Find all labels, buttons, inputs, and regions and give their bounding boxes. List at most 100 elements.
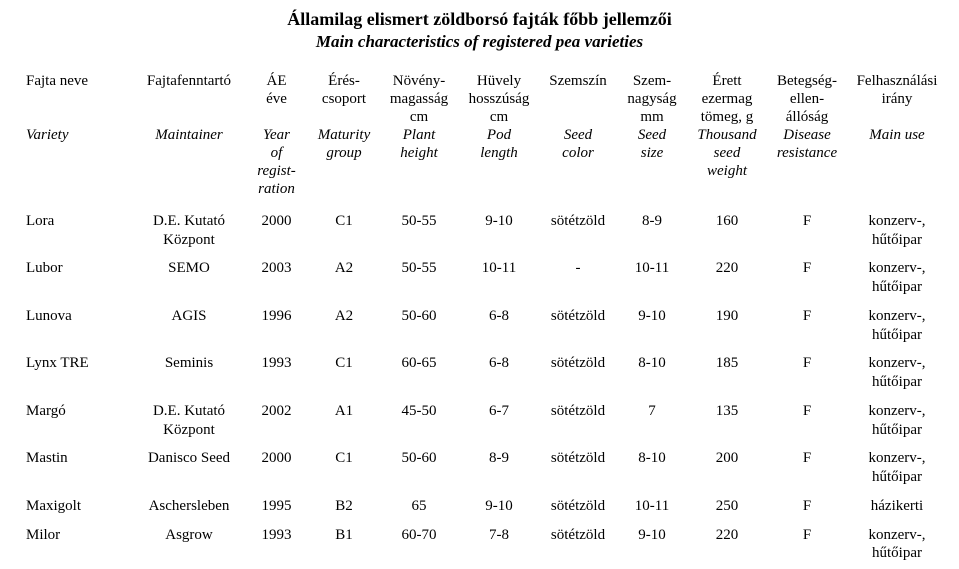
cell-use: konzerv-,hűtőipar	[847, 346, 947, 394]
cell-color: -	[539, 251, 617, 299]
table-row: MastinDanisco Seed2000C150-608-9sötétzöl…	[24, 441, 947, 489]
hdr-use-hu: Felhasználásiirány	[847, 70, 947, 126]
cell-pod: 6-8	[459, 299, 539, 347]
cell-weight: 200	[687, 441, 767, 489]
cell-weight: 185	[687, 346, 767, 394]
hdr-height-hu: Növény-magasságcm	[379, 70, 459, 126]
cell-weight: 220	[687, 518, 767, 566]
hdr-matur-hu: Érés-csoport	[309, 70, 379, 126]
hdr-pod-en: Podlength	[459, 126, 539, 204]
cell-weight: 190	[687, 299, 767, 347]
cell-height: 50-60	[379, 299, 459, 347]
cell-matur: C1	[309, 204, 379, 252]
cell-matur: C1	[309, 346, 379, 394]
cell-year: 2000	[244, 441, 309, 489]
hdr-weight-en: Thousandseedweight	[687, 126, 767, 204]
cell-name: Mastin	[24, 441, 134, 489]
table-row: LunovaAGIS1996A250-606-8sötétzöld9-10190…	[24, 299, 947, 347]
cell-res: F	[767, 518, 847, 566]
cell-height: 60-65	[379, 346, 459, 394]
hdr-weight-hu: Érettezermagtömeg, g	[687, 70, 767, 126]
cell-size: 10-11	[617, 489, 687, 518]
cell-name: Milor	[24, 518, 134, 566]
cell-height: 60-70	[379, 518, 459, 566]
cell-use: házikerti	[847, 489, 947, 518]
hdr-year-hu: ÁEéve	[244, 70, 309, 126]
cell-pod: 6-7	[459, 394, 539, 442]
cell-color: sötétzöld	[539, 346, 617, 394]
table-row: MaxigoltAschersleben1995B2659-10sötétzöl…	[24, 489, 947, 518]
cell-use: konzerv-,hűtőipar	[847, 251, 947, 299]
table-row: Lynx TRESeminis1993C160-656-8sötétzöld8-…	[24, 346, 947, 394]
hdr-year-en: Yearofregist-ration	[244, 126, 309, 204]
cell-maint: Seminis	[134, 346, 244, 394]
cell-res: F	[767, 489, 847, 518]
cell-name: Lynx TRE	[24, 346, 134, 394]
cell-weight: 220	[687, 251, 767, 299]
table-row: LuborSEMO2003A250-5510-11-10-11220Fkonze…	[24, 251, 947, 299]
cell-matur: C1	[309, 441, 379, 489]
cell-year: 2002	[244, 394, 309, 442]
table-header: Fajta neve Fajtafenntartó ÁEéve Érés-cso…	[24, 70, 947, 204]
cell-matur: A1	[309, 394, 379, 442]
cell-res: F	[767, 251, 847, 299]
hdr-use-en: Main use	[847, 126, 947, 204]
cell-size: 8-10	[617, 441, 687, 489]
cell-size: 9-10	[617, 299, 687, 347]
cell-matur: B2	[309, 489, 379, 518]
cell-height: 50-55	[379, 204, 459, 252]
cell-size: 8-10	[617, 346, 687, 394]
cell-color: sötétzöld	[539, 441, 617, 489]
cell-maint: Aschersleben	[134, 489, 244, 518]
hdr-res-en: Diseaseresistance	[767, 126, 847, 204]
hdr-name-hu: Fajta neve	[24, 70, 134, 126]
cell-res: F	[767, 441, 847, 489]
table-row: LoraD.E. KutatóKözpont2000C150-559-10söt…	[24, 204, 947, 252]
table-row: MargóD.E. KutatóKözpont2002A145-506-7söt…	[24, 394, 947, 442]
cell-color: sötétzöld	[539, 299, 617, 347]
hdr-pod-hu: Hüvelyhosszúságcm	[459, 70, 539, 126]
cell-weight: 160	[687, 204, 767, 252]
table-row: MilorAsgrow1993B160-707-8sötétzöld9-1022…	[24, 518, 947, 566]
cell-maint: Asgrow	[134, 518, 244, 566]
cell-use: konzerv-,hűtőipar	[847, 299, 947, 347]
cell-res: F	[767, 204, 847, 252]
cell-name: Lora	[24, 204, 134, 252]
cell-res: F	[767, 299, 847, 347]
cell-year: 2000	[244, 204, 309, 252]
cell-pod: 8-9	[459, 441, 539, 489]
cell-height: 50-60	[379, 441, 459, 489]
table-body: LoraD.E. KutatóKözpont2000C150-559-10söt…	[24, 204, 947, 565]
cell-name: Lubor	[24, 251, 134, 299]
hdr-maint-en: Maintainer	[134, 126, 244, 204]
cell-res: F	[767, 394, 847, 442]
cell-color: sötétzöld	[539, 518, 617, 566]
hdr-res-hu: Betegség-ellen-állóság	[767, 70, 847, 126]
cell-matur: A2	[309, 299, 379, 347]
cell-maint: AGIS	[134, 299, 244, 347]
cell-matur: B1	[309, 518, 379, 566]
cell-maint: D.E. KutatóKözpont	[134, 394, 244, 442]
hdr-size-hu: Szem-nagyságmm	[617, 70, 687, 126]
cell-use: konzerv-,hűtőipar	[847, 394, 947, 442]
cell-pod: 9-10	[459, 489, 539, 518]
hdr-name-en: Variety	[24, 126, 134, 204]
cell-maint: Danisco Seed	[134, 441, 244, 489]
cell-pod: 7-8	[459, 518, 539, 566]
cell-height: 65	[379, 489, 459, 518]
cell-year: 1996	[244, 299, 309, 347]
hdr-matur-en: Maturitygroup	[309, 126, 379, 204]
cell-color: sötétzöld	[539, 394, 617, 442]
cell-color: sötétzöld	[539, 204, 617, 252]
cell-use: konzerv-,hűtőipar	[847, 441, 947, 489]
cell-year: 1995	[244, 489, 309, 518]
cell-pod: 10-11	[459, 251, 539, 299]
cell-height: 45-50	[379, 394, 459, 442]
cell-size: 7	[617, 394, 687, 442]
cell-year: 1993	[244, 346, 309, 394]
cell-name: Margó	[24, 394, 134, 442]
cell-pod: 9-10	[459, 204, 539, 252]
cell-matur: A2	[309, 251, 379, 299]
cell-size: 9-10	[617, 518, 687, 566]
cell-use: konzerv-,hűtőipar	[847, 518, 947, 566]
